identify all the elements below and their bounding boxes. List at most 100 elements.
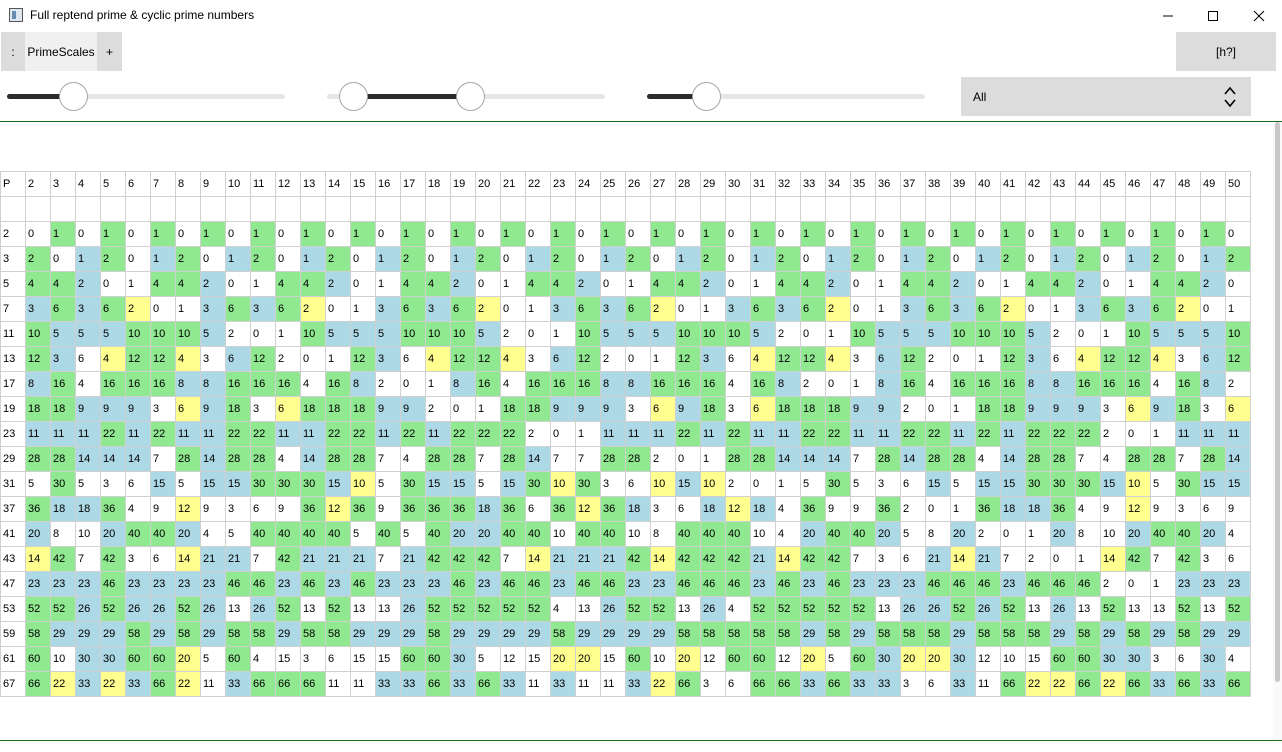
- order-cell: 2: [575, 271, 601, 297]
- order-cell: 6: [325, 646, 351, 672]
- order-cell: 15: [450, 471, 476, 497]
- slider-thumb-high[interactable]: [456, 82, 486, 111]
- order-cell: 30: [875, 646, 901, 672]
- slider-1[interactable]: [7, 82, 285, 111]
- order-cell: 9: [550, 396, 576, 422]
- order-cell: 46: [250, 571, 276, 597]
- order-cell: 10: [75, 521, 101, 547]
- order-cell: 12: [450, 346, 476, 372]
- order-cell: 0: [575, 246, 601, 272]
- order-cell: 7: [1000, 546, 1026, 572]
- order-cell: 0: [1100, 271, 1126, 297]
- order-cell: 10: [700, 471, 726, 497]
- order-cell: 1: [100, 221, 126, 247]
- order-cell: 4: [150, 271, 176, 297]
- order-cell: 5: [1200, 321, 1226, 347]
- order-cell: 1: [650, 346, 676, 372]
- order-cell: 52: [950, 596, 976, 622]
- order-cell: 60: [425, 646, 451, 672]
- order-cell: 0: [950, 346, 976, 372]
- order-cell: 8: [650, 521, 676, 547]
- prime-label-cell: 31: [0, 471, 26, 497]
- order-cell: 4: [1175, 271, 1201, 297]
- order-cell: 42: [675, 546, 701, 572]
- order-cell: 6: [925, 296, 951, 322]
- order-cell: 22: [350, 421, 376, 447]
- maximize-button[interactable]: [1190, 0, 1236, 31]
- order-cell: 23: [150, 571, 176, 597]
- order-cell: 6: [800, 296, 826, 322]
- order-cell: 21: [975, 546, 1001, 572]
- order-cell: 12: [1100, 346, 1126, 372]
- order-cell: 4: [925, 371, 951, 397]
- order-cell: 20: [550, 646, 576, 672]
- slider-3[interactable]: [647, 82, 925, 111]
- order-cell: 8: [175, 371, 201, 397]
- order-cell: 52: [475, 596, 501, 622]
- order-cell: 10: [50, 646, 76, 672]
- minimize-button[interactable]: [1145, 0, 1191, 31]
- help-button[interactable]: [h?]: [1176, 32, 1276, 71]
- slider-thumb-low[interactable]: [339, 82, 369, 111]
- order-cell: 20: [475, 521, 501, 547]
- order-cell: 2: [825, 271, 851, 297]
- order-cell: 20: [900, 646, 926, 672]
- tab-primescales[interactable]: PrimeScales: [25, 32, 97, 71]
- order-cell: 4: [75, 371, 101, 397]
- vertical-scrollbar[interactable]: [1273, 122, 1282, 740]
- slider-thumb[interactable]: [691, 82, 721, 111]
- order-cell: 26: [975, 596, 1001, 622]
- slider-thumb[interactable]: [59, 82, 89, 111]
- base-header-cell: 45: [1100, 171, 1126, 197]
- order-cell: 16: [125, 371, 151, 397]
- order-cell: 28: [950, 446, 976, 472]
- order-cell: 23: [175, 571, 201, 597]
- order-cell: 23: [875, 571, 901, 597]
- spacer-cell: [75, 196, 101, 222]
- order-cell: 13: [300, 596, 326, 622]
- order-cell: 12: [900, 346, 926, 372]
- close-button[interactable]: [1236, 0, 1282, 31]
- order-cell: 11: [575, 671, 601, 697]
- order-cell: 5: [825, 646, 851, 672]
- order-cell: 11: [325, 671, 351, 697]
- slider-2[interactable]: [327, 82, 605, 111]
- order-cell: 6: [175, 396, 201, 422]
- tab-menu-button[interactable]: :: [1, 32, 25, 71]
- spacer-cell: [825, 196, 851, 222]
- order-cell: 28: [625, 446, 651, 472]
- order-cell: 16: [1175, 371, 1201, 397]
- order-cell: 1: [950, 496, 976, 522]
- order-cell: 12: [1125, 496, 1151, 522]
- order-cell: 6: [225, 296, 251, 322]
- order-cell: 14: [25, 546, 51, 572]
- scrollbar-thumb[interactable]: [1275, 122, 1280, 682]
- order-cell: 0: [175, 221, 201, 247]
- order-cell: 3: [250, 296, 276, 322]
- add-tab-button[interactable]: +: [97, 32, 122, 71]
- order-cell: 3: [700, 346, 726, 372]
- order-cell: 30: [825, 471, 851, 497]
- order-cell: 7: [475, 446, 501, 472]
- order-cell: 18: [225, 396, 251, 422]
- order-cell: 21: [225, 546, 251, 572]
- order-cell: 8: [350, 371, 376, 397]
- order-cell: 23: [475, 571, 501, 597]
- order-cell: 9: [825, 496, 851, 522]
- prime-label-cell: 17: [0, 371, 26, 397]
- order-cell: 21: [400, 546, 426, 572]
- order-cell: 2: [775, 246, 801, 272]
- order-cell: 3: [75, 296, 101, 322]
- order-cell: 16: [1125, 371, 1151, 397]
- filter-select[interactable]: All: [961, 77, 1251, 116]
- order-cell: 60: [1075, 646, 1101, 672]
- order-cell: 0: [650, 246, 676, 272]
- order-cell: 1: [200, 221, 226, 247]
- order-cell: 12: [1125, 346, 1151, 372]
- order-cell: 22: [100, 421, 126, 447]
- order-cell: 21: [575, 546, 601, 572]
- order-cell: 40: [375, 521, 401, 547]
- order-cell: 1: [1050, 296, 1076, 322]
- order-cell: 22: [1050, 671, 1076, 697]
